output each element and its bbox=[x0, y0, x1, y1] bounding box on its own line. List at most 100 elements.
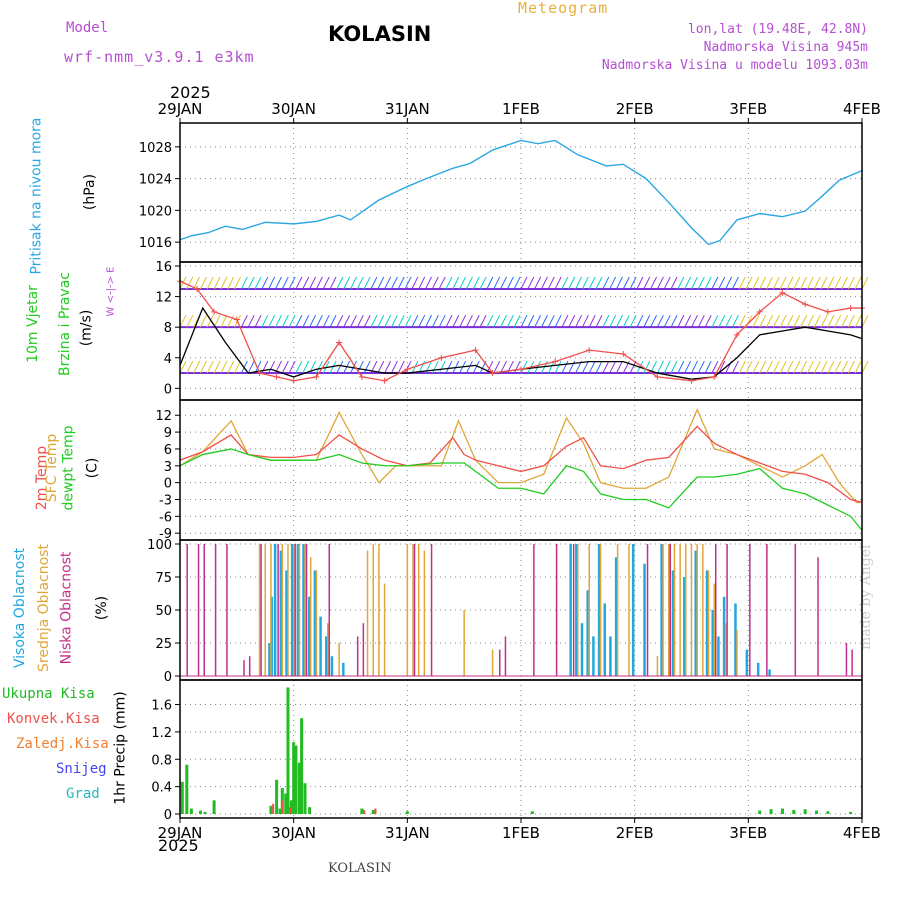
wind-barb bbox=[786, 314, 794, 328]
wind-barb bbox=[404, 276, 412, 290]
wind-barb bbox=[186, 314, 194, 328]
wind-barb bbox=[513, 360, 521, 374]
wind-gust-marker bbox=[404, 366, 411, 373]
wind-barb bbox=[643, 360, 651, 374]
wind-barb bbox=[186, 360, 194, 374]
precip-total-bar bbox=[371, 809, 375, 814]
wind-barb bbox=[541, 314, 548, 328]
precip-total-bar bbox=[294, 745, 298, 814]
wind-barb bbox=[268, 314, 276, 328]
wind-barb bbox=[711, 314, 719, 328]
wind-barb bbox=[534, 276, 542, 290]
precip-conv-bar bbox=[289, 807, 292, 814]
wind-barb bbox=[506, 314, 514, 328]
x-tick-label-bottom: 31JAN bbox=[385, 824, 430, 842]
y-tick-label: 1024 bbox=[139, 173, 172, 188]
y-tick-label: 8 bbox=[164, 321, 172, 336]
wind-barb bbox=[779, 276, 787, 290]
wind-barb bbox=[350, 276, 357, 290]
wind-barb bbox=[759, 314, 767, 328]
wind-gust-marker bbox=[336, 339, 343, 346]
wind-barb bbox=[841, 276, 848, 290]
wind-barb bbox=[390, 276, 398, 290]
wind-barb bbox=[254, 360, 262, 374]
wind-gust-marker bbox=[586, 347, 593, 354]
y-tick-label: 0 bbox=[164, 382, 172, 397]
wind-barb bbox=[691, 276, 698, 290]
wind-barb bbox=[459, 314, 467, 328]
wind-barb bbox=[254, 276, 262, 290]
wind-barb bbox=[731, 276, 739, 290]
model-name: wrf-nmm_v3.9.1 e3km bbox=[64, 48, 255, 66]
precip-total-bar bbox=[203, 811, 207, 814]
y-tick-label: 100 bbox=[147, 538, 172, 553]
wind-barb bbox=[616, 314, 623, 328]
wind-barb bbox=[281, 360, 289, 374]
wind-gust-marker bbox=[472, 347, 479, 354]
precip-total-bar bbox=[275, 779, 279, 814]
wind-barb bbox=[459, 276, 467, 290]
wind-barb bbox=[581, 276, 589, 290]
wind-barb bbox=[554, 360, 562, 374]
wind-barb bbox=[500, 360, 507, 374]
wind-barb bbox=[356, 314, 364, 328]
wind-barb bbox=[384, 360, 392, 374]
wind-barb bbox=[759, 360, 767, 374]
wind-gust-marker bbox=[313, 373, 320, 380]
wind-barb bbox=[411, 276, 419, 290]
wind-barb bbox=[697, 360, 705, 374]
wind-barb bbox=[547, 314, 555, 328]
precip-total-bar bbox=[300, 718, 304, 814]
wind-barb bbox=[854, 360, 862, 374]
wind-barb bbox=[752, 276, 760, 290]
wind-barb bbox=[193, 360, 201, 374]
wind-gust-marker bbox=[779, 289, 786, 296]
wind-barb bbox=[370, 314, 378, 328]
wind-barb bbox=[854, 276, 862, 290]
y-tick-label: 3 bbox=[164, 460, 172, 475]
precip-conv-bar bbox=[374, 808, 377, 814]
wind-barb bbox=[725, 276, 733, 290]
wind-barb bbox=[431, 360, 439, 374]
y-tick-label: 12 bbox=[155, 291, 172, 306]
wind-barb bbox=[656, 276, 664, 290]
wind-barb bbox=[527, 276, 535, 290]
wind-barb bbox=[288, 314, 296, 328]
y-tick-label: 4 bbox=[164, 352, 172, 367]
wind-barb bbox=[691, 314, 698, 328]
wind-gust-marker bbox=[711, 373, 718, 380]
wind-barb bbox=[302, 276, 310, 290]
wind-barb bbox=[588, 314, 596, 328]
wind-barb bbox=[261, 276, 269, 290]
footer-station: KOLASIN bbox=[328, 861, 392, 876]
wind-barb bbox=[561, 314, 569, 328]
wind-gust-marker bbox=[824, 308, 831, 315]
wind-barb bbox=[295, 276, 303, 290]
wind-barb bbox=[397, 314, 405, 328]
wind-gust-marker bbox=[552, 358, 559, 365]
wind-barb bbox=[315, 314, 323, 328]
wind-barb bbox=[711, 360, 719, 374]
y-tick-label: 0 bbox=[164, 808, 172, 823]
x-tick-label-top: 4FEB bbox=[843, 100, 881, 118]
precip-total-bar bbox=[292, 742, 296, 814]
wind-barb bbox=[847, 276, 855, 290]
wind-barb bbox=[363, 276, 371, 290]
wind-barb bbox=[240, 314, 248, 328]
wind-barb bbox=[656, 314, 664, 328]
wind-barb bbox=[554, 314, 562, 328]
wind-barb bbox=[295, 360, 303, 374]
wind-barb bbox=[179, 360, 187, 374]
wind-barb bbox=[861, 314, 869, 328]
x-tick-label-top: 3FEB bbox=[729, 100, 767, 118]
precip-conv-bar bbox=[281, 800, 284, 814]
wind-barb bbox=[234, 360, 242, 374]
wind-barb bbox=[697, 314, 705, 328]
wind-barb bbox=[206, 360, 214, 374]
wind-barb bbox=[275, 276, 282, 290]
wind-barb bbox=[309, 314, 317, 328]
year-bottom: 2025 bbox=[158, 836, 199, 855]
wind-barb bbox=[772, 276, 780, 290]
x-tick-label-top: 29JAN bbox=[158, 100, 203, 118]
